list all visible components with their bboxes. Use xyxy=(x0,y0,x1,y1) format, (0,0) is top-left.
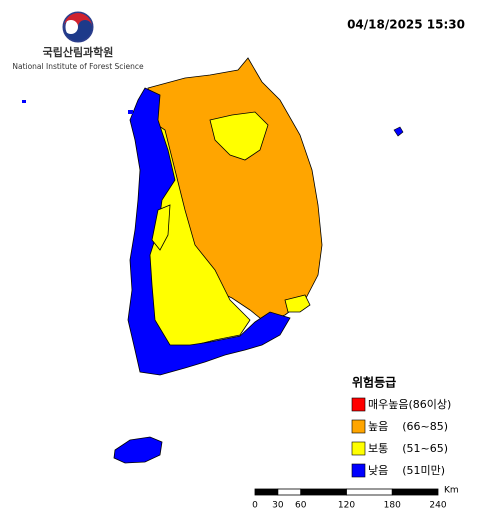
island xyxy=(128,110,133,114)
scale-tick-label: 120 xyxy=(338,501,355,511)
scale-tick-label: 180 xyxy=(384,501,401,511)
org-name: 국립산림과학원 xyxy=(43,45,114,59)
scale-tick-label: 60 xyxy=(295,501,307,511)
scale-segment xyxy=(346,488,393,496)
legend-swatch xyxy=(351,419,366,434)
scale-segment xyxy=(277,488,302,496)
jeju-island xyxy=(113,436,163,464)
scale-tick-label: 30 xyxy=(272,501,284,511)
island xyxy=(22,100,26,103)
legend-label: 높음 (66~85) xyxy=(368,420,448,433)
legend-label: 매우높음(86이상) xyxy=(368,398,451,411)
scale-segment xyxy=(254,488,279,496)
legend-label: 낮음 (51미만) xyxy=(368,464,445,477)
legend-swatch xyxy=(351,397,366,412)
org-name-en: National Institute of Forest Science xyxy=(12,62,144,71)
legend-swatch xyxy=(351,463,366,478)
legend-label: 보통 (51~65) xyxy=(368,442,448,455)
legend-swatch xyxy=(351,441,366,456)
timestamp: 04/18/2025 15:30 xyxy=(347,18,465,32)
scale-segment xyxy=(300,488,347,496)
ulleung-island xyxy=(393,126,404,137)
legend-title: 위험등급 xyxy=(352,375,396,390)
logo-emblem xyxy=(62,11,94,43)
peninsula xyxy=(127,57,323,376)
scale-bar: 0 30 60 120 180 240 Km xyxy=(252,486,459,511)
legend: 매우높음(86이상) 높음 (66~85) 보통 (51~65) 낮음 (51미만) xyxy=(351,397,451,478)
scale-segment xyxy=(391,488,439,496)
scale-unit: Km xyxy=(444,486,459,496)
scale-tick-label: 240 xyxy=(429,501,446,511)
scale-tick-label: 0 xyxy=(252,501,258,511)
